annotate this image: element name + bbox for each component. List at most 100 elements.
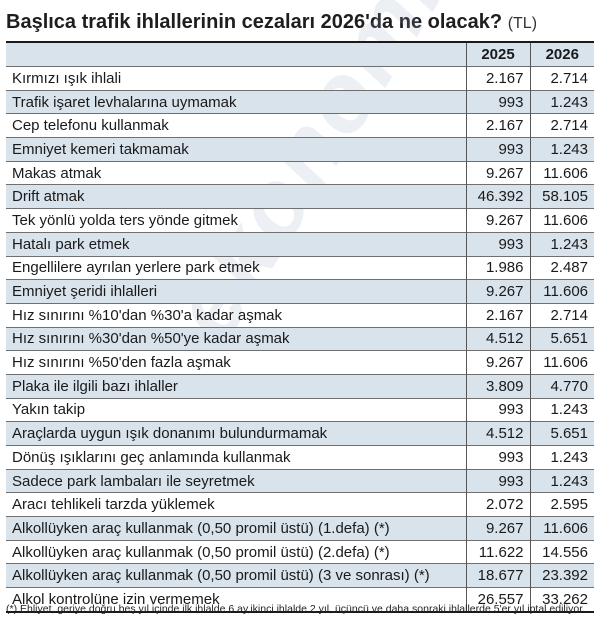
fine-2025-cell: 4.512 <box>465 421 530 446</box>
fine-2025-cell: 9.267 <box>465 279 530 304</box>
fine-2025-cell: 9.267 <box>465 160 530 185</box>
fine-2026-cell: 1.243 <box>529 397 594 422</box>
fine-2026-cell: 2.714 <box>529 66 594 91</box>
fines-table: 2025 2026 Kırmızı ışık ihlali 2.167 2.714 T… <box>6 41 594 613</box>
fine-2026-cell: 58.105 <box>529 184 594 209</box>
violation-name-cell: Dönüş ışıklarını geç anlamında kullanmak <box>6 445 466 470</box>
table-row: Hız sınırını %50'den fazla aşmak 9.267 11.… <box>6 350 594 375</box>
header-2026: 2026 <box>529 43 594 67</box>
fine-2026-cell: 2.487 <box>529 255 594 280</box>
fine-2025-cell: 993 <box>465 89 530 114</box>
table-header-row: 2025 2026 <box>6 43 594 67</box>
fine-2025-cell: 9.267 <box>465 516 530 541</box>
fine-2026-cell: 2.714 <box>529 113 594 138</box>
fine-2026-cell: 11.606 <box>529 350 594 375</box>
violation-name-cell: Araçlarda uygun ışık donanımı bulundurma… <box>6 421 466 446</box>
fine-2025-cell: 9.267 <box>465 350 530 375</box>
table-row: Drift atmak 46.392 58.105 <box>6 184 594 209</box>
fine-2025-cell: 1.986 <box>465 255 530 280</box>
violation-name-cell: Emniyet kemeri takmamak <box>6 137 466 162</box>
violation-name-cell: Makas atmak <box>6 160 466 185</box>
violation-name-cell: Aracı tehlikeli tarzda yüklemek <box>6 492 466 517</box>
fine-2025-cell: 18.677 <box>465 563 530 588</box>
header-2025: 2025 <box>465 43 530 67</box>
fine-2026-cell: 1.243 <box>529 445 594 470</box>
table-row: Trafik işaret levhalarına uymamak 993 1.24… <box>6 89 594 114</box>
page-title: Başlıca trafik ihlallerinin cezaları 202… <box>6 8 537 36</box>
table-body: Kırmızı ışık ihlali 2.167 2.714 Trafik işar… <box>6 66 594 611</box>
fine-2026-cell: 5.651 <box>529 326 594 351</box>
table-row: Tek yönlü yolda ters yönde gitmek 9.267 11… <box>6 208 594 233</box>
table-row: Dönüş ışıklarını geç anlamında kullanmak… <box>6 445 594 470</box>
fine-2025-cell: 993 <box>465 445 530 470</box>
violation-name-cell: Yakın takip <box>6 397 466 422</box>
fine-2026-cell: 2.595 <box>529 492 594 517</box>
violation-name-cell: Trafik işaret levhalarına uymamak <box>6 89 466 114</box>
table-row: Hız sınırını %30'dan %50'ye kadar aşmak 4… <box>6 326 594 351</box>
fine-2025-cell: 3.809 <box>465 373 530 399</box>
fine-2025-cell: 9.267 <box>465 208 530 233</box>
violation-name-cell: Alkollüyken araç kullanmak (0,50 promil … <box>6 563 466 588</box>
fine-2026-cell: 14.556 <box>529 539 594 564</box>
table-row: Kırmızı ışık ihlali 2.167 2.714 <box>6 66 594 91</box>
violation-name-cell: Hatalı park etmek <box>6 231 466 256</box>
fine-2025-cell: 26.557 <box>465 587 530 611</box>
fine-2026-cell: 5.651 <box>529 421 594 446</box>
fine-2025-cell: 993 <box>465 468 530 493</box>
fine-2026-cell: 33.262 <box>529 587 594 611</box>
violation-name-cell: Drift atmak <box>6 184 466 209</box>
table-row: Engellilere ayrılan yerlere park etmek 1.… <box>6 255 594 280</box>
fine-2026-cell: 4.770 <box>529 373 594 399</box>
violation-name-cell: Hız sınırını %10'dan %30'a kadar aşmak <box>6 302 466 328</box>
fine-2025-cell: 2.167 <box>465 113 530 138</box>
fine-2025-cell: 2.072 <box>465 492 530 517</box>
table-row: Plaka ile ilgili bazı ihlaller 3.809 4.770 <box>6 373 594 399</box>
fine-2026-cell: 2.714 <box>529 302 594 328</box>
violation-name-cell: Hız sınırını %30'dan %50'ye kadar aşmak <box>6 326 466 351</box>
violation-name-cell: Hız sınırını %50'den fazla aşmak <box>6 350 466 375</box>
table-row: Alkollüyken araç kullanmak (0,50 promil … <box>6 563 594 588</box>
fine-2026-cell: 1.243 <box>529 137 594 162</box>
violation-name-cell: Plaka ile ilgili bazı ihlaller <box>6 373 466 399</box>
table-row: Emniyet kemeri takmamak 993 1.243 <box>6 137 594 162</box>
violation-name-cell: Kırmızı ışık ihlali <box>6 66 466 91</box>
violation-name-cell: Sadece park lambaları ile seyretmek <box>6 468 466 493</box>
fine-2025-cell: 2.167 <box>465 66 530 91</box>
table-row: Yakın takip 993 1.243 <box>6 397 594 422</box>
table-row: Aracı tehlikeli tarzda yüklemek 2.072 2.59… <box>6 492 594 517</box>
fine-2025-cell: 4.512 <box>465 326 530 351</box>
fine-2026-cell: 11.606 <box>529 160 594 185</box>
violation-name-cell: Tek yönlü yolda ters yönde gitmek <box>6 208 466 233</box>
violation-name-cell: Alkollüyken araç kullanmak (0,50 promil … <box>6 516 466 541</box>
violation-name-cell: Alkollüyken araç kullanmak (0,50 promil … <box>6 539 466 564</box>
fine-2025-cell: 993 <box>465 231 530 256</box>
fine-2025-cell: 46.392 <box>465 184 530 209</box>
table-row: Makas atmak 9.267 11.606 <box>6 160 594 185</box>
violation-name-cell: Emniyet şeridi ihlalleri <box>6 279 466 304</box>
fine-2026-cell: 11.606 <box>529 516 594 541</box>
fine-2025-cell: 993 <box>465 137 530 162</box>
header-blank <box>6 43 466 67</box>
fine-2026-cell: 1.243 <box>529 468 594 493</box>
fine-2025-cell: 11.622 <box>465 539 530 564</box>
violation-name-cell: Cep telefonu kullanmak <box>6 113 466 138</box>
table-row: Alkol kontrolüne izin vermemek 26.557 33.2… <box>6 587 594 611</box>
fine-2025-cell: 993 <box>465 397 530 422</box>
violation-name-cell: Alkol kontrolüne izin vermemek <box>6 587 466 611</box>
fine-2026-cell: 11.606 <box>529 279 594 304</box>
fine-2026-cell: 23.392 <box>529 563 594 588</box>
title-text: Başlıca trafik ihlallerinin cezaları 202… <box>6 11 503 33</box>
fine-2026-cell: 11.606 <box>529 208 594 233</box>
table-row: Alkollüyken araç kullanmak (0,50 promil … <box>6 516 594 541</box>
table-row: Emniyet şeridi ihlalleri 9.267 11.606 <box>6 279 594 304</box>
table-row: Alkollüyken araç kullanmak (0,50 promil … <box>6 539 594 564</box>
table-row: Hız sınırını %10'dan %30'a kadar aşmak 2.… <box>6 302 594 328</box>
fine-2025-cell: 2.167 <box>465 302 530 328</box>
table-row: Araçlarda uygun ışık donanımı bulundurma… <box>6 421 594 446</box>
table-row: Sadece park lambaları ile seyretmek 993 1.… <box>6 468 594 493</box>
fine-2026-cell: 1.243 <box>529 231 594 256</box>
table-row: Cep telefonu kullanmak 2.167 2.714 <box>6 113 594 138</box>
violation-name-cell: Engellilere ayrılan yerlere park etmek <box>6 255 466 280</box>
title-unit: (TL) <box>507 15 538 32</box>
fine-2026-cell: 1.243 <box>529 89 594 114</box>
